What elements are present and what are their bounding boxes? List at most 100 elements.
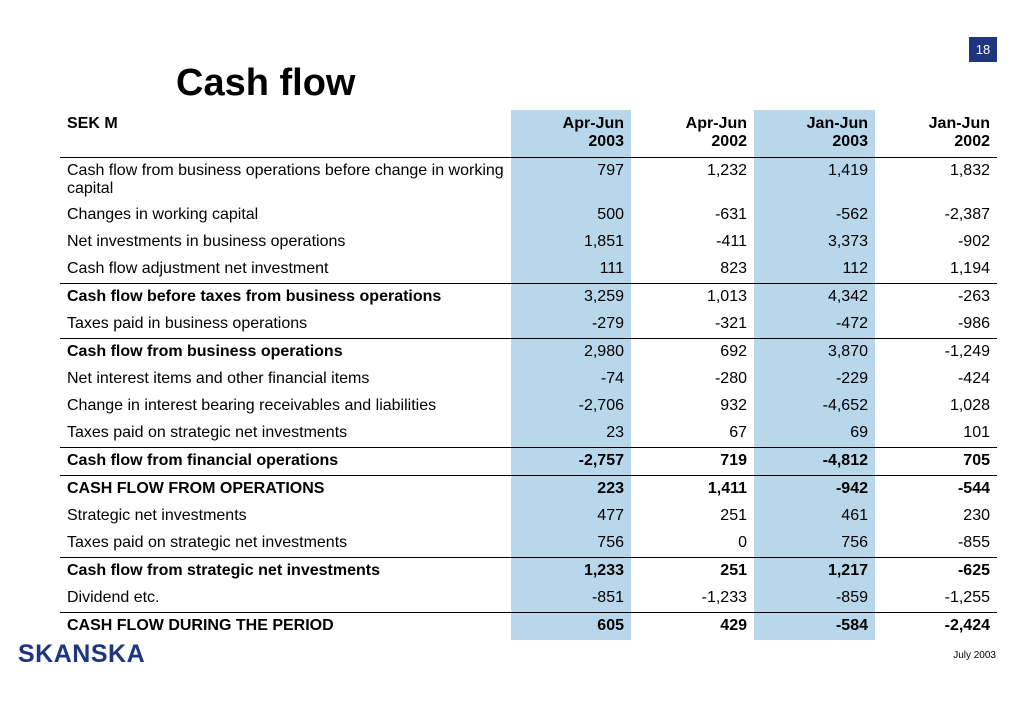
cash-flow-table-container: SEK M Apr-Jun 2003 Apr-Jun 2002 Jan-Jun 200… (60, 110, 997, 640)
row-label: Cash flow from business operations (60, 338, 511, 366)
row-value: -902 (957, 233, 990, 250)
row-label: Cash flow from strategic net investments (60, 557, 511, 585)
table-row: Net interest items and other financial i… (60, 366, 997, 393)
row-value: -229 (754, 366, 875, 393)
row-label: Cash flow from financial operations (60, 447, 511, 476)
header-label: SEK M (60, 110, 511, 158)
row-value: 477 (511, 503, 631, 530)
row-value: 251 (631, 557, 754, 585)
row-value: 1,832 (949, 162, 990, 179)
row-value: 2,980 (511, 338, 631, 366)
table-row: Taxes paid in business operations -279 -32… (60, 311, 997, 339)
cash-flow-table: SEK M Apr-Jun 2003 Apr-Jun 2002 Jan-Jun 200… (60, 110, 997, 640)
row-value: 756 (754, 530, 875, 558)
row-value: -1,255 (944, 589, 990, 606)
table-row: Cash flow from financial operations -2,75… (60, 447, 997, 476)
row-label: Cash flow from business operations befor… (67, 162, 504, 197)
row-value: -2,387 (944, 206, 990, 223)
row-value: 251 (720, 507, 747, 524)
row-value: 101 (963, 424, 990, 441)
row-value: -1,233 (701, 589, 747, 606)
row-value: -4,652 (754, 393, 875, 420)
row-label: Cash flow before taxes from business ope… (60, 283, 511, 311)
table-row: CASH FLOW DURING THE PERIOD 605 429 -584 -2,… (60, 612, 997, 640)
row-label: Taxes paid on strategic net investments (67, 534, 348, 551)
row-value: 67 (729, 424, 747, 441)
row-value: 1,232 (706, 162, 747, 179)
row-value: 4,342 (754, 283, 875, 311)
row-value: -321 (714, 315, 747, 332)
row-label: Changes in working capital (67, 206, 259, 223)
row-value: -74 (511, 366, 631, 393)
row-value: -584 (754, 612, 875, 640)
row-value: 0 (738, 534, 747, 551)
footer-date: July 2003 (953, 650, 996, 661)
page-title: Cash flow (176, 62, 356, 104)
row-value: -562 (754, 202, 875, 229)
header-jan-jun-2002: Jan-Jun 2002 (875, 110, 997, 158)
table-row: Cash flow from business operations 2,980 6… (60, 338, 997, 366)
row-value: 429 (631, 612, 754, 640)
table-row: Changes in working capital 500 -631 -562 -2,… (60, 202, 997, 229)
page-number: 18 (969, 37, 997, 62)
row-label: Taxes paid on strategic net investments (67, 424, 348, 441)
row-value: 500 (511, 202, 631, 229)
skanska-logo: SKANSKA (18, 640, 146, 668)
row-value: -851 (511, 585, 631, 613)
row-value: -544 (875, 475, 997, 503)
row-value: 1,233 (511, 557, 631, 585)
row-value: -2,757 (511, 447, 631, 476)
row-value: -280 (714, 370, 747, 387)
row-value: 932 (720, 397, 747, 414)
row-label: Cash flow adjustment net investment (67, 260, 329, 277)
row-value: 3,870 (754, 338, 875, 366)
row-value: 69 (754, 420, 875, 448)
row-value: 1,419 (754, 157, 875, 202)
row-value: 705 (875, 447, 997, 476)
row-value: -986 (957, 315, 990, 332)
table-row: Strategic net investments 477 251 461 230 (60, 503, 997, 530)
row-value: -279 (511, 311, 631, 339)
row-value: -1,249 (875, 338, 997, 366)
table-row: Net investments in business operations 1,… (60, 229, 997, 256)
row-value: 605 (511, 612, 631, 640)
row-value: 797 (511, 157, 631, 202)
table-row: CASH FLOW FROM OPERATIONS 223 1,411 -942 -54… (60, 475, 997, 503)
row-label: Net investments in business operations (67, 233, 346, 250)
header-apr-jun-2002: Apr-Jun 2002 (631, 110, 754, 158)
row-value: 1,013 (631, 283, 754, 311)
header-apr-jun-2003: Apr-Jun 2003 (511, 110, 631, 158)
row-value: 461 (754, 503, 875, 530)
row-value: -625 (875, 557, 997, 585)
row-value: 756 (511, 530, 631, 558)
row-label: Strategic net investments (67, 507, 247, 524)
table-row: Cash flow before taxes from business ope… (60, 283, 997, 311)
row-value: 111 (511, 256, 631, 284)
row-value: 1,411 (631, 475, 754, 503)
row-label: Dividend etc. (67, 589, 160, 606)
row-label: Taxes paid in business operations (67, 315, 308, 332)
table-row: Taxes paid on strategic net investments 2… (60, 420, 997, 448)
row-value: -2,706 (511, 393, 631, 420)
table-row: Cash flow from strategic net investments… (60, 557, 997, 585)
row-value: 3,373 (754, 229, 875, 256)
row-value: 112 (754, 256, 875, 284)
row-value: -472 (754, 311, 875, 339)
row-label: CASH FLOW DURING THE PERIOD (60, 612, 511, 640)
row-label: Change in interest bearing receivables a… (67, 397, 437, 414)
row-label: Net interest items and other financial i… (67, 370, 370, 387)
row-value: 719 (631, 447, 754, 476)
row-value: -631 (714, 206, 747, 223)
table-row: Cash flow adjustment net investment 111 82… (60, 256, 997, 284)
row-value: -2,424 (875, 612, 997, 640)
table-row: Cash flow from business operations befor… (60, 157, 997, 202)
row-value: 823 (720, 260, 747, 277)
row-value: -942 (754, 475, 875, 503)
row-value: 23 (511, 420, 631, 448)
row-value: 1,194 (949, 260, 990, 277)
row-value: -4,812 (754, 447, 875, 476)
table-row: Taxes paid on strategic net investments 7… (60, 530, 997, 558)
row-value: -859 (754, 585, 875, 613)
row-value: -263 (875, 283, 997, 311)
row-value: 692 (631, 338, 754, 366)
